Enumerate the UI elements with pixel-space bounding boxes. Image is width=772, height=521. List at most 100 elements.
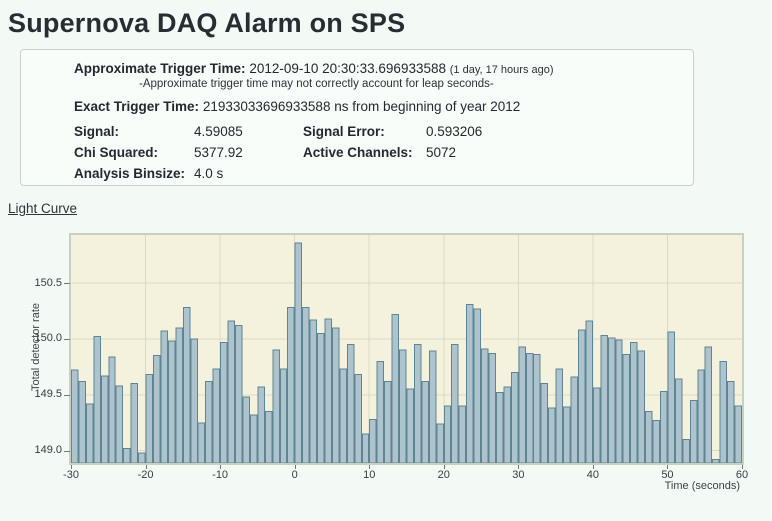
bar [645,411,653,463]
bar [115,385,124,463]
bar [689,399,698,463]
bar [361,433,370,463]
x-tick-label: 20 [437,469,450,481]
bar [659,390,668,463]
x-tickmark [592,465,594,469]
bar [160,330,168,463]
bar [443,405,452,463]
x-tickmark [369,465,371,469]
x-tickmark [220,465,222,469]
signal-error-label: Signal Error: [303,124,385,139]
bar [220,341,228,463]
bar [376,360,385,463]
active-channels-label: Active Channels: [303,145,413,160]
light-curve-link[interactable]: Light Curve [8,201,78,216]
x-tick-label: 40 [586,469,599,481]
bar [317,332,325,463]
bar [108,356,116,463]
bar [182,307,191,463]
x-tickmark [443,465,445,469]
bar [436,423,444,463]
x-tick-label: 50 [661,469,674,481]
bar [354,374,362,463]
y-tickmark [64,283,70,285]
analysis-binsize-label: Analysis Binsize: [74,166,186,181]
bar [190,338,198,463]
bar [324,318,332,463]
bar [734,405,742,463]
y-tick-label: 150.5 [34,276,62,289]
bar [85,403,94,463]
signal-error-value: 0.593206 [426,124,483,139]
bar [667,331,675,463]
bar [473,308,482,463]
exact-trigger-time-label: Exact Trigger Time: [74,99,200,114]
exact-trigger-time-value: 21933033696933588 ns from beginning of y… [202,99,521,114]
alarm-info-box: Approximate Trigger Time: 2012-09-10 20:… [20,49,694,186]
signal-label: Signal: [74,124,120,139]
x-tick-label: -10 [212,469,229,481]
x-tick-label: -30 [63,469,79,481]
y-tickmark [64,394,70,396]
x-tickmark [742,465,743,469]
bar [495,392,504,463]
bar [704,346,713,463]
bar [525,352,534,463]
bar [488,352,496,463]
chi-squared-label: Chi Squared: [74,145,159,160]
bar [466,303,474,463]
analysis-binsize-value: 4.0 s [194,166,224,181]
bar [674,378,683,463]
bar [242,396,250,463]
bar [570,376,578,463]
bar [592,387,601,463]
bar [212,368,221,463]
x-tickmark [667,465,669,469]
x-axis-title: Time (seconds) [664,480,740,492]
bar [100,375,109,463]
bar [123,447,131,463]
bar [391,313,400,463]
signal-value: 4.59085 [194,124,243,139]
bar [294,242,303,463]
bar [719,360,728,463]
x-tick-label: -20 [137,469,154,481]
bar [548,407,556,463]
light-curve-bars [71,235,742,463]
bar [167,340,176,463]
bar [712,459,720,463]
exact-trigger-time-line: Exact Trigger Time: 21933033696933588 ns… [74,99,683,114]
bar [406,388,414,463]
bar [600,335,608,463]
approximate-trigger-time-label: Approximate Trigger Time: [74,61,246,76]
x-tick-label: 0 [291,469,298,481]
bar [458,405,467,463]
bar [93,336,101,463]
bar [555,368,564,463]
bar [339,368,347,463]
y-tick-label: 149.5 [34,388,62,401]
bar [421,380,429,463]
bar [145,374,154,463]
y-tickmark [64,338,70,340]
bar [451,344,459,463]
bar [563,406,571,463]
bar [346,344,355,463]
x-tickmark [71,465,72,469]
bar [71,369,79,463]
bar [577,329,586,463]
light-curve-chart: Total detector rate Time (seconds) 149.0… [0,233,772,509]
bar [652,420,660,463]
bar [697,369,705,463]
bar [264,411,273,463]
bar [518,346,526,463]
bar [510,371,519,463]
bar [481,348,489,463]
bar [153,355,161,463]
x-tick-label: 60 [735,469,749,481]
bar [78,380,86,463]
x-tick-label: 10 [363,469,376,481]
x-tickmark [145,465,147,469]
bar [622,354,631,463]
bar [369,418,377,463]
